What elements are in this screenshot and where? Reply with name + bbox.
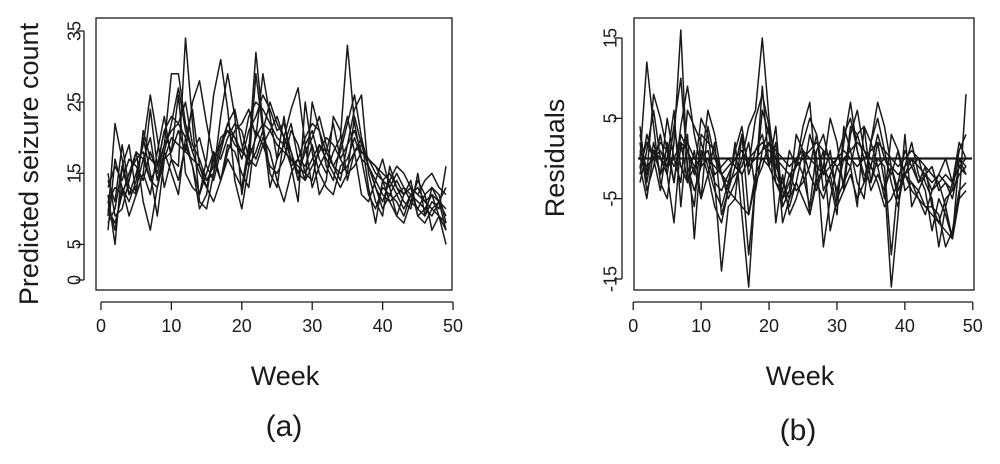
panel-b-x-axis-title: Week bbox=[766, 361, 835, 391]
panel-a-y-tick-label: 5 bbox=[64, 239, 84, 249]
panel-a-y-tick-label: 35 bbox=[64, 21, 84, 41]
panel-a-x-tick-label: 30 bbox=[302, 316, 322, 336]
panel-a-series-line-3 bbox=[107, 37, 447, 224]
panel-b-y-tick-label: -15 bbox=[600, 266, 620, 292]
panel-b-x-tick-label: 40 bbox=[895, 316, 915, 336]
panel-a-series-line-10 bbox=[107, 115, 447, 231]
panel-a-x-axis-title: Week bbox=[251, 361, 320, 391]
panel-a-y-tick-label: 25 bbox=[64, 92, 84, 112]
panel-b-y-axis: -15 -5 5 15 bbox=[600, 28, 623, 292]
panel-a-y-axis: 0 5 15 25 35 bbox=[64, 21, 85, 285]
panel-a-x-tick-label: 10 bbox=[161, 316, 181, 336]
panel-a-plot-frame bbox=[95, 17, 453, 291]
panel-b-y-tick-label: 5 bbox=[600, 113, 620, 123]
panel-a-x-tick-label: 50 bbox=[443, 316, 463, 336]
panel-a-y-axis-title: Predicted seizure count bbox=[14, 22, 44, 305]
panel-b-series-line-5 bbox=[639, 125, 967, 248]
panel-b-x-tick-label: 30 bbox=[827, 316, 847, 336]
panel-b-y-tick-label: 15 bbox=[600, 28, 620, 48]
panel-a-y-tick-label: 15 bbox=[64, 163, 84, 183]
panel-b-x-tick-label: 20 bbox=[759, 316, 779, 336]
panel-a-series-group bbox=[107, 37, 447, 246]
panel-b-label: (b) bbox=[780, 414, 817, 447]
panel-b-series-line-6 bbox=[639, 77, 967, 256]
panel-a-x-tick-label: 0 bbox=[96, 316, 106, 336]
panel-b-y-tick-label: -5 bbox=[600, 191, 620, 207]
panel-b-series-line-10 bbox=[639, 125, 967, 240]
panel-a-series-line-9 bbox=[107, 87, 447, 231]
panel-a-x-tick-label: 20 bbox=[232, 316, 252, 336]
panel-a-x-tick-label: 40 bbox=[373, 316, 393, 336]
panel-b-series-line-9 bbox=[639, 85, 967, 288]
panel-b-plot-frame bbox=[633, 17, 975, 291]
panel-a-x-axis: 0 10 20 30 40 50 bbox=[96, 301, 463, 336]
panel-b-x-tick-label: 50 bbox=[963, 316, 983, 336]
panel-b-x-tick-label: 10 bbox=[691, 316, 711, 336]
panel-b-x-tick-label: 0 bbox=[628, 316, 638, 336]
panel-a-y-tick-label: 0 bbox=[64, 275, 84, 285]
panel-a-chart: 0 5 15 25 35 0 10 20 30 40 50 Predicted seizure c… bbox=[14, 17, 463, 443]
panel-a-series-line-6 bbox=[107, 122, 447, 210]
panel-b-x-axis: 0 10 20 30 40 50 bbox=[628, 301, 983, 336]
panel-b-y-axis-title: Residuals bbox=[540, 99, 570, 218]
panel-b-chart: -15 -5 5 15 0 10 20 30 40 50 Residuals Week (b) bbox=[540, 17, 983, 447]
panel-a-label: (a) bbox=[266, 410, 303, 443]
